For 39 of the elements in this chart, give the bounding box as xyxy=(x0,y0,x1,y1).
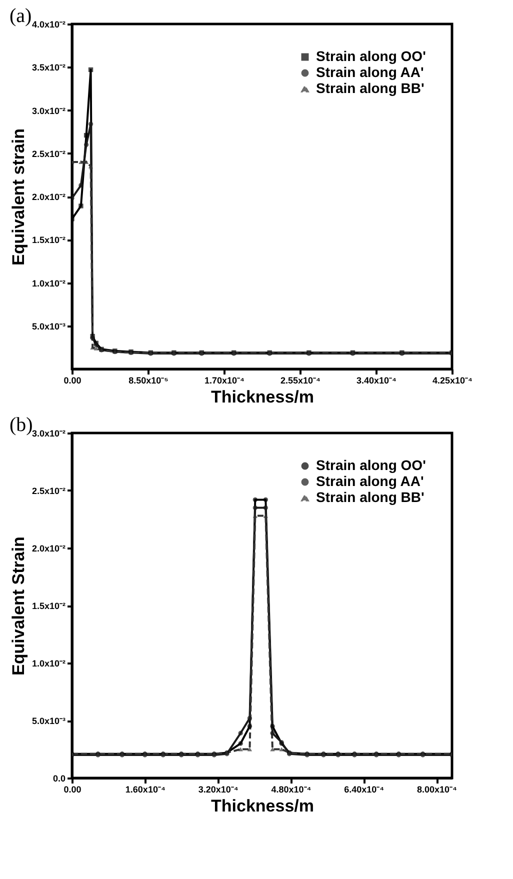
legend-label: Strain along AA' xyxy=(316,64,424,80)
y-tick-label: 3.5x10⁻² xyxy=(32,62,66,73)
legend-label: Strain along OO' xyxy=(316,457,426,473)
y-tick-label: 1.0x10⁻² xyxy=(32,658,66,668)
x-axis-title: Thickness/m xyxy=(211,796,314,816)
y-tick-label: 2.5x10⁻² xyxy=(32,148,66,159)
y-tick-label: 0.0 xyxy=(52,774,66,784)
x-tick-label: 0.00 xyxy=(64,376,82,386)
y-tick-label: 3.0x10⁻² xyxy=(32,428,66,438)
legend-label: Strain along AA' xyxy=(316,473,424,489)
y-tick-label: 5.0x10⁻³ xyxy=(32,716,66,726)
y-tick-label: 2.0x10⁻² xyxy=(32,192,66,202)
x-tick-label: 3.20x10⁻⁴ xyxy=(198,784,238,794)
x-tick-label: 2.55x10⁻⁴ xyxy=(280,376,320,386)
x-tick-label: 8.50x10⁻⁵ xyxy=(128,376,168,386)
x-tick-label: 8.00x10⁻⁴ xyxy=(417,784,457,794)
y-axis-title: Equivalent Strain xyxy=(8,536,28,676)
y-tick-label: 1.5x10⁻² xyxy=(32,235,66,246)
y-tick-label: 4.0x10⁻² xyxy=(32,20,66,30)
y-tick-label: 2.5x10⁻² xyxy=(32,486,66,496)
legend-label: Strain along BB' xyxy=(316,80,424,96)
y-tick-label: 2.0x10⁻² xyxy=(32,544,66,554)
x-tick-label: 0.00 xyxy=(64,784,82,794)
x-tick-label: 1.70x10⁻⁴ xyxy=(204,376,244,386)
chart-title: (b) xyxy=(9,414,33,436)
x-tick-label: 3.40x10⁻⁴ xyxy=(356,376,396,386)
x-tick-label: 4.80x10⁻⁴ xyxy=(271,784,312,794)
y-tick-label: 3.0x10⁻² xyxy=(32,106,66,116)
legend-label: Strain along OO' xyxy=(316,48,426,64)
y-tick-label: 1.0x10⁻² xyxy=(32,278,66,288)
x-tick-label: 6.40x10⁻⁴ xyxy=(344,784,384,794)
y-tick-label: 1.5x10⁻² xyxy=(32,601,66,611)
x-axis-title: Thickness/m xyxy=(211,388,314,406)
x-tick-label: 4.25x10⁻⁴ xyxy=(432,376,472,386)
chart-title: (a) xyxy=(9,5,32,27)
legend-label: Strain along BB' xyxy=(316,489,424,505)
x-tick-label: 1.60x10⁻⁴ xyxy=(125,784,166,794)
y-axis-title: Equivalent strain xyxy=(8,128,28,266)
y-tick-label: 5.0x10⁻³ xyxy=(32,321,66,332)
